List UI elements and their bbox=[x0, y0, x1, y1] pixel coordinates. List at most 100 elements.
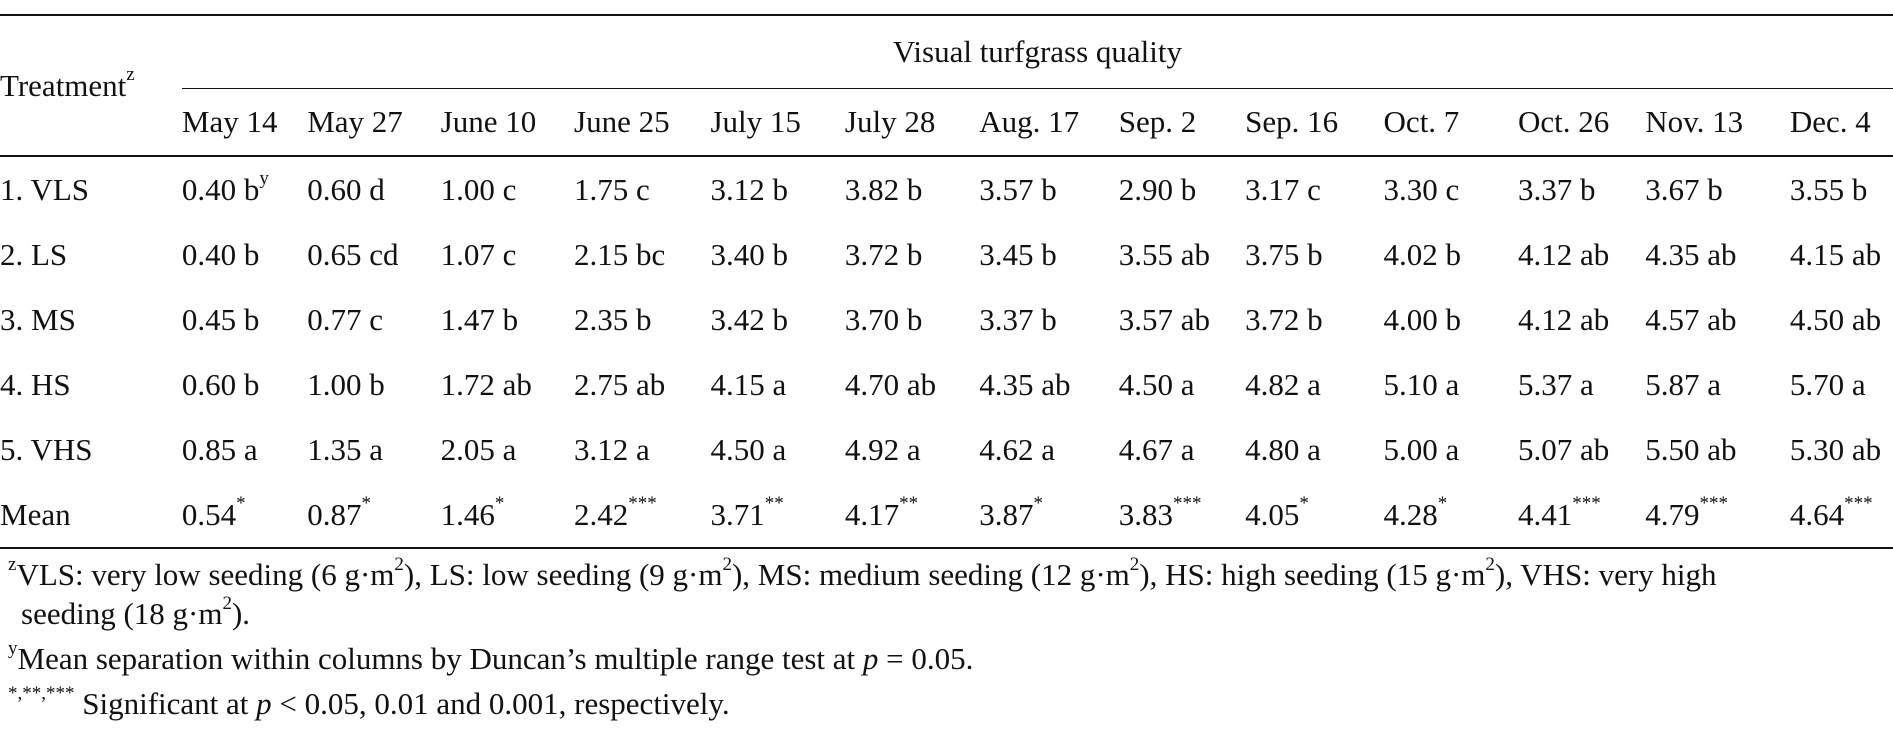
table-cell: 1.72 ab bbox=[441, 352, 574, 417]
table-row: Mean 0.54* 0.87* 1.46* 2.42*** 3.71** 4.17** 3.… bbox=[0, 482, 1893, 549]
treatment-header-footnote-mark: z bbox=[126, 64, 135, 86]
cell-value: 4.50 a bbox=[710, 431, 787, 467]
table-body: 1. VLS 0.40 by 0.60 d 1.00 c 1.75 c 3.12 b 3.8… bbox=[0, 156, 1893, 549]
date-header: May 27 bbox=[307, 88, 441, 157]
table-cell: 5.10 a bbox=[1384, 352, 1518, 417]
footnote-sig-text-before: Significant at bbox=[74, 686, 257, 721]
table-cell: 3.55 ab bbox=[1119, 222, 1245, 287]
cell-value: 3.70 b bbox=[844, 301, 923, 337]
table-cell: 3.57 ab bbox=[1119, 287, 1245, 352]
cell-value: 5.37 a bbox=[1517, 366, 1594, 402]
cell-value: 0.54 bbox=[181, 496, 237, 532]
table-cell: 5.87 a bbox=[1645, 352, 1790, 417]
cell-value: 2.90 b bbox=[1118, 171, 1197, 207]
cell-value: 1.46 bbox=[440, 496, 495, 532]
cell-superscript: * bbox=[361, 493, 371, 515]
table-cell: 2.42*** bbox=[574, 482, 711, 549]
footnote-text: ). bbox=[231, 596, 251, 631]
table-cell: 0.60 b bbox=[182, 352, 307, 417]
cell-value: 2.35 b bbox=[574, 301, 652, 337]
table-row: 2. LS 0.40 b 0.65 cd 1.07 c 2.15 bc 3.40 b 3.7… bbox=[0, 222, 1893, 287]
table-cell: 2.75 ab bbox=[574, 352, 710, 417]
date-header: Sep. 16 bbox=[1245, 88, 1384, 157]
table-cell: 4.50 a bbox=[710, 417, 844, 482]
cell-value: 5.07 ab bbox=[1517, 431, 1610, 467]
table-cell: 1.35 a bbox=[307, 417, 440, 482]
cell-value: 0.60 b bbox=[181, 366, 260, 402]
footnote-significance: *,**,*** Significant at p < 0.05, 0.01 a… bbox=[8, 684, 1883, 723]
date-header: June 25 bbox=[574, 88, 711, 157]
footnote-text: ), LS: low seeding (9 g·m bbox=[403, 557, 723, 592]
table-cell: 3.12 a bbox=[574, 417, 710, 482]
cell-superscript: ** bbox=[899, 493, 919, 515]
cell-superscript: *** bbox=[1572, 493, 1601, 515]
cell-value: 4.50 ab bbox=[1789, 301, 1882, 337]
date-header: Nov. 13 bbox=[1645, 88, 1790, 157]
cell-superscript: y bbox=[259, 168, 269, 190]
table-cell: 4.67 a bbox=[1119, 417, 1245, 482]
date-header: Oct. 7 bbox=[1383, 88, 1518, 157]
table-cell: 3.45 b bbox=[979, 222, 1118, 287]
table-cell: 4.02 b bbox=[1384, 222, 1518, 287]
footnote-superscript: 2 bbox=[722, 553, 732, 575]
footnote-y-mark: y bbox=[8, 637, 18, 659]
table-cell: 3.71** bbox=[710, 482, 845, 549]
cell-value: 1.75 c bbox=[574, 171, 650, 207]
footnote-y-italic: p bbox=[862, 641, 879, 676]
footnote-text: ), MS: medium seeding (12 g·m bbox=[731, 557, 1130, 592]
footnote-superscript: 2 bbox=[1485, 553, 1495, 575]
cell-value: 1.35 a bbox=[307, 431, 383, 467]
cell-value: 3.83 bbox=[1118, 496, 1174, 532]
cell-value: 4.28 bbox=[1383, 496, 1438, 532]
date-header: July 28 bbox=[844, 88, 980, 157]
cell-value: 5.70 a bbox=[1789, 366, 1866, 402]
cell-value: 3.45 b bbox=[979, 236, 1057, 272]
table-cell: 4.82 a bbox=[1245, 352, 1383, 417]
cell-value: 4.79 bbox=[1645, 496, 1700, 532]
footnote-superscript: 2 bbox=[222, 592, 232, 614]
footnotes: zVLS: very low seeding (6 g·m2), LS: low… bbox=[8, 555, 1883, 729]
table-cell: 4.80 a bbox=[1245, 417, 1383, 482]
table-cell: 3.30 c bbox=[1384, 156, 1518, 222]
cell-value: 4.64 bbox=[1789, 496, 1845, 532]
footnote-sig-italic: p bbox=[256, 686, 272, 721]
footnote-y-text-before: Mean separation within columns by Duncan… bbox=[17, 641, 863, 676]
table-cell: 0.40 by bbox=[182, 156, 307, 222]
table-cell: 3.42 b bbox=[710, 287, 844, 352]
table-cell: 3.37 b bbox=[979, 287, 1118, 352]
cell-superscript: * bbox=[1437, 493, 1448, 515]
cell-value: 0.65 cd bbox=[307, 236, 399, 272]
table-cell: 0.54* bbox=[181, 482, 308, 549]
table-cell: 4.92 a bbox=[845, 417, 979, 482]
cell-value: 4.35 ab bbox=[1645, 236, 1737, 272]
footnote-text: ), HS: high seeding (15 g·m bbox=[1139, 557, 1486, 592]
cell-superscript: *** bbox=[628, 493, 657, 515]
cell-value: 1.47 b bbox=[440, 301, 519, 337]
table-cell: 4.35 ab bbox=[979, 352, 1118, 417]
table-cell: 3.82 b bbox=[845, 156, 979, 222]
cell-value: 4.00 b bbox=[1383, 301, 1462, 337]
cell-value: 3.37 b bbox=[1517, 171, 1596, 207]
cell-value: 3.55 b bbox=[1789, 171, 1868, 207]
table-row: 3. MS 0.45 b 0.77 c 1.47 b 2.35 b 3.42 b 3.70 … bbox=[0, 287, 1893, 352]
table-row: 4. HS 0.60 b 1.00 b 1.72 ab 2.75 ab 4.15 a 4.7… bbox=[0, 352, 1893, 417]
date-header: Oct. 26 bbox=[1517, 88, 1646, 157]
table-cell: 4.50 a bbox=[1119, 352, 1245, 417]
cell-value: 3.57 ab bbox=[1118, 301, 1211, 337]
table-cell: 4.17** bbox=[844, 482, 980, 549]
cell-superscript: * bbox=[1299, 493, 1309, 515]
table-cell: 4.64*** bbox=[1789, 482, 1893, 549]
table-cell: 3.75 b bbox=[1245, 222, 1383, 287]
table-cell: 1.75 c bbox=[574, 156, 710, 222]
table-cell: 4.15 ab bbox=[1790, 222, 1893, 287]
table-cell: 5.37 a bbox=[1518, 352, 1645, 417]
cell-value: 5.00 a bbox=[1383, 431, 1460, 467]
footnote-z-mark: z bbox=[8, 553, 17, 575]
footnote-text: seeding (18 g·m bbox=[21, 596, 223, 631]
table-cell: 3.40 b bbox=[710, 222, 844, 287]
cell-value: 3.82 b bbox=[844, 171, 923, 207]
cell-value: 0.40 b bbox=[181, 236, 260, 272]
date-header: Dec. 4 bbox=[1789, 88, 1893, 157]
cell-value: 3.75 b bbox=[1245, 236, 1323, 272]
table-cell: 2.05 a bbox=[441, 417, 574, 482]
